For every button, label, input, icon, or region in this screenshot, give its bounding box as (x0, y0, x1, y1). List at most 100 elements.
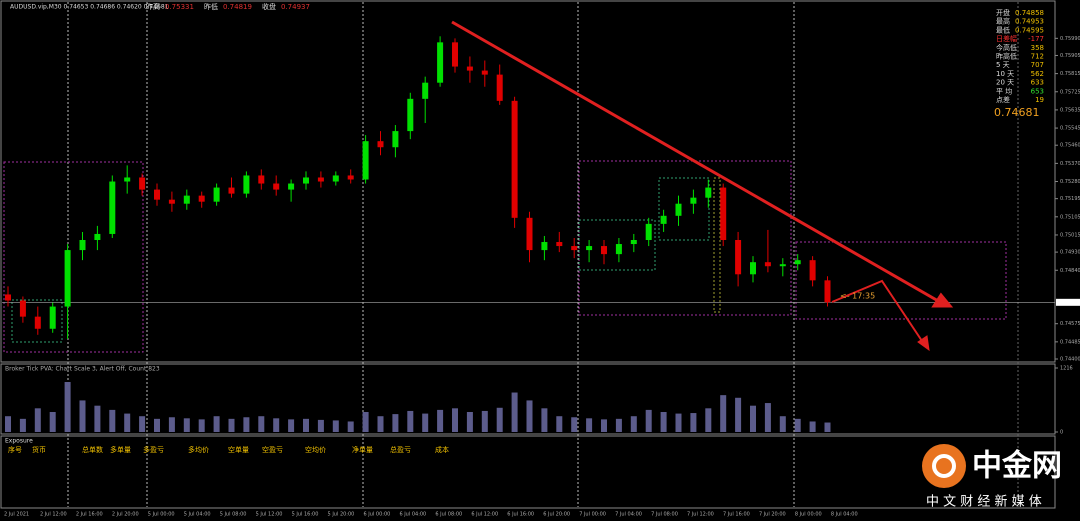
volume-bar (243, 417, 250, 432)
volume-bar (258, 416, 265, 432)
candle-body (422, 82, 429, 99)
candle-body (615, 244, 622, 255)
x-tick-label: 8 Jul 04:00 (831, 512, 858, 518)
volume-bar (94, 405, 101, 432)
volume-bar (809, 421, 816, 432)
prev-label: 昨低 (204, 2, 218, 11)
y-tick-label: 0.75280 (1060, 179, 1080, 185)
volume-bar (586, 418, 593, 432)
candle-body (526, 217, 533, 251)
y-tick-label: 0.75460 (1060, 143, 1080, 149)
candle-body (392, 131, 399, 148)
trend-line (451, 20, 941, 304)
candle-body (690, 197, 697, 204)
volume-bar (168, 417, 175, 432)
volume-bar (303, 418, 309, 432)
candle-body (556, 242, 563, 247)
volume-bar (198, 419, 205, 432)
candle-body (675, 203, 682, 216)
side-label: 最低 (996, 25, 1010, 34)
side-label: 今高低 (996, 43, 1017, 52)
volume-bar (556, 416, 563, 432)
volume-bar (824, 422, 831, 432)
candle-body (79, 240, 86, 251)
side-value: 633 (1031, 79, 1044, 87)
side-value: 653 (1031, 87, 1044, 95)
candle-body (288, 183, 295, 190)
zone-box (795, 241, 1007, 320)
candle-body (139, 177, 146, 190)
candle-body (154, 189, 160, 200)
candle-body (437, 42, 444, 83)
candle-body (660, 215, 667, 224)
candle-body (243, 175, 250, 194)
column-header: 净单量 (352, 445, 373, 454)
y-tick-label: 0.74930 (1060, 250, 1080, 256)
x-tick-label: 2 Jul 16:00 (76, 512, 103, 518)
candle-body (779, 264, 786, 267)
volume-bar (720, 395, 727, 432)
exposure-columns: 序号 货币 总单数 多单量 多盈亏 多均价 空单量 空盈亏 空均价 净单量 总盈亏 成本 (8, 445, 449, 454)
side-value: 707 (1031, 61, 1044, 69)
x-tick-label: 5 Jul 16:00 (292, 512, 319, 518)
y-tick-label: 1216 (1060, 366, 1073, 372)
volume-bar (19, 418, 26, 432)
indicator-label: Broker Tick PVA: Chart Scale 3, Alert Of… (5, 366, 160, 373)
column-header: 空盈亏 (262, 445, 283, 454)
y-tick-label: 0.74575 (1060, 321, 1080, 327)
volume-bar (407, 410, 414, 432)
candle-body (273, 183, 280, 190)
column-header: 总单数 (82, 445, 103, 454)
candle-body (19, 300, 26, 317)
y-tick-label: 0.75545 (1060, 126, 1080, 132)
column-header: 总盈亏 (390, 445, 411, 454)
volume-bar (422, 413, 429, 432)
candle-body (49, 306, 56, 329)
volume-bar (124, 413, 131, 432)
y-tick-label: 0 (1060, 430, 1063, 436)
candle-body (481, 70, 488, 75)
side-value: 562 (1031, 70, 1044, 78)
candle-body (64, 250, 71, 307)
volume-bar (630, 416, 637, 432)
volume-bar (228, 418, 235, 432)
side-label: 10 天 (996, 70, 1014, 78)
zone-box (713, 177, 721, 313)
x-tick-label: 6 Jul 16:00 (507, 512, 534, 518)
volume-bar (273, 418, 280, 432)
candle-body (407, 98, 414, 132)
y-tick-label: 0.74485 (1060, 339, 1080, 345)
volume-bar (183, 418, 190, 432)
volume-bar (541, 408, 548, 432)
candle-body (824, 280, 831, 303)
y-tick-label: 0.75015 (1060, 232, 1080, 238)
candle-body (109, 181, 116, 234)
y-tick-label: 0.75195 (1060, 196, 1080, 202)
x-tick-label: 5 Jul 04:00 (184, 512, 211, 518)
candle-body (347, 175, 354, 180)
candle-body (124, 177, 131, 182)
side-value: -177 (1028, 35, 1044, 43)
column-header: 成本 (435, 445, 449, 454)
side-value: 19 (1035, 96, 1044, 104)
volume-bar (49, 412, 56, 432)
side-value: 0.74595 (1015, 26, 1044, 34)
x-tick-label: 6 Jul 00:00 (364, 512, 391, 518)
trend-lines (451, 20, 954, 352)
volume-bar (690, 413, 697, 432)
candle-body (317, 177, 324, 182)
candle-body (452, 42, 458, 67)
arrow-head (931, 292, 954, 308)
watermark-subtitle: 中 文 财 经 新 媒 体 (926, 494, 1042, 510)
x-tick-label: 5 Jul 00:00 (148, 512, 175, 518)
x-tick-label: 7 Jul 20:00 (759, 512, 786, 518)
candle-body (586, 246, 593, 251)
volume-bar (645, 409, 652, 432)
volume-bar (317, 419, 324, 432)
side-label: 5 天 (996, 61, 1010, 69)
candle-body (645, 223, 652, 241)
zone-box (578, 160, 792, 316)
volume-bar (779, 416, 786, 432)
